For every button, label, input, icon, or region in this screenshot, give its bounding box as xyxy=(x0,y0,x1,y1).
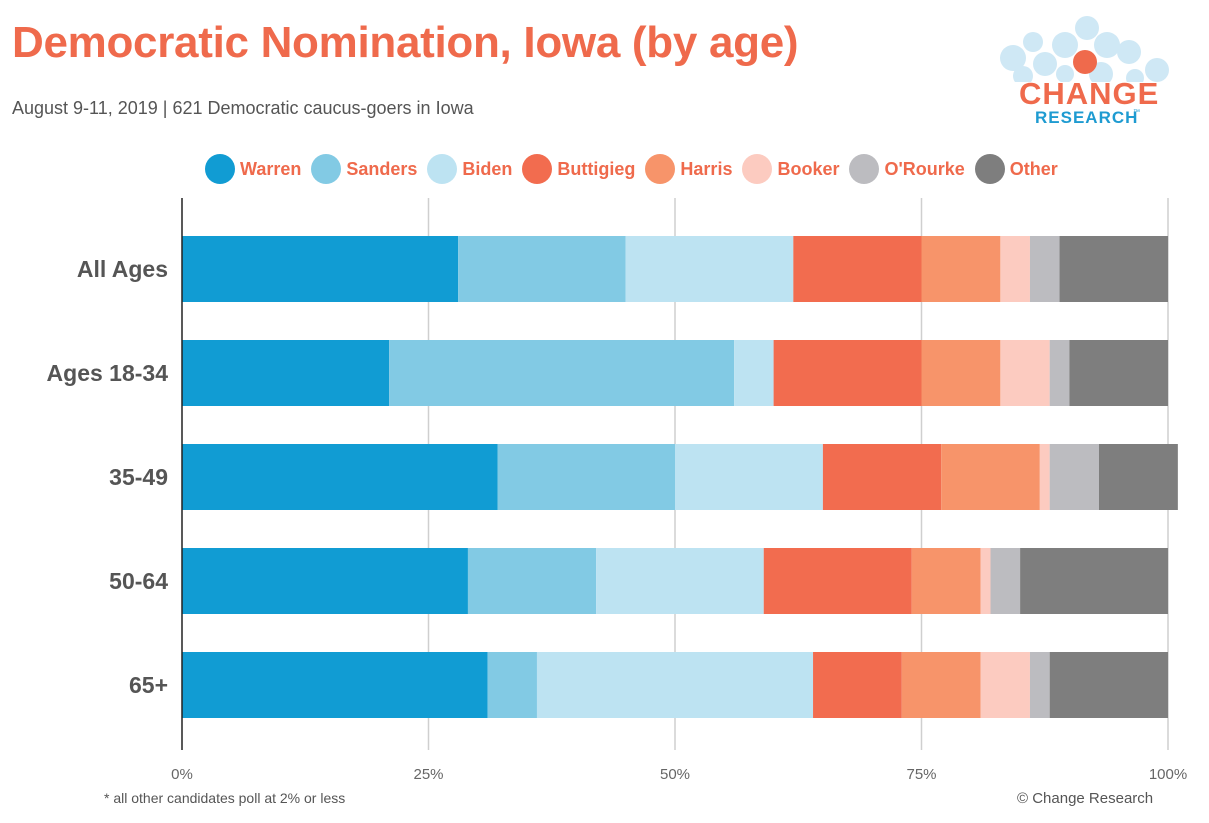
bar-ages-18-34-other xyxy=(1069,340,1168,406)
legend-label-other: Other xyxy=(1009,158,1058,179)
category-label: All Ages xyxy=(77,256,168,282)
bar-all-ages-warren xyxy=(182,236,459,302)
bar-35-49-biden xyxy=(675,444,823,510)
bar-50-64-buttigieg xyxy=(763,548,912,614)
bar-all-ages-biden xyxy=(625,236,794,302)
bar-35-49-booker xyxy=(1039,444,1050,510)
bar-65-harris xyxy=(901,652,981,718)
x-tick-label: 100% xyxy=(1149,766,1187,783)
bar-ages-18-34-warren xyxy=(182,340,390,406)
legend-item-warren: Warren xyxy=(205,154,301,184)
legend-swatch-booker xyxy=(742,154,773,184)
bar-50-64-o-rourke xyxy=(990,548,1021,614)
category-label: Ages 18-34 xyxy=(47,360,169,386)
legend-label-buttigieg: Buttigieg xyxy=(557,158,636,179)
legend-swatch-other xyxy=(974,154,1005,184)
bar-65-booker xyxy=(980,652,1030,718)
legend-label-booker: Booker xyxy=(777,158,840,179)
legend-swatch-biden xyxy=(427,154,458,184)
bar-50-64-warren xyxy=(182,548,468,614)
bar-65-o-rourke xyxy=(1029,652,1050,718)
legend-swatch-o-rourke xyxy=(849,154,880,184)
logo-trademark: ™ xyxy=(1133,109,1140,116)
chart-subtitle: August 9-11, 2019 | 621 Democratic caucu… xyxy=(12,98,474,118)
category-label: 50-64 xyxy=(109,568,168,594)
legend-label-o-rourke: O'Rourke xyxy=(884,158,965,179)
stacked-bar-chart: 0% 25% 50% 75% 100% All Ages Ages 18-34 35-49 50… xyxy=(47,198,1187,783)
bar-ages-18-34-booker xyxy=(1000,340,1050,406)
legend-item-sanders: Sanders xyxy=(311,154,417,184)
bar-all-ages-harris xyxy=(921,236,1001,302)
bar-50-64-other xyxy=(1020,548,1168,614)
bar-35-49-other xyxy=(1098,444,1178,510)
bar-65-other xyxy=(1049,652,1168,718)
bar-50-64-sanders xyxy=(467,548,597,614)
bar-35-49-buttigieg xyxy=(822,444,942,510)
legend-swatch-warren xyxy=(205,154,235,184)
legend-label-sanders: Sanders xyxy=(346,158,418,179)
logo-text-change: CHANGE xyxy=(1019,76,1160,111)
legend-swatch-buttigieg xyxy=(522,154,553,184)
chart-legend: Warren Sanders Biden Buttigieg Harris Booker O… xyxy=(205,152,1068,186)
legend-item-other: Other xyxy=(974,154,1058,184)
bar-ages-18-34-biden xyxy=(734,340,774,406)
x-tick-label: 25% xyxy=(413,766,443,783)
x-tick-label: 50% xyxy=(660,766,690,783)
bar-65-warren xyxy=(182,652,488,718)
bar-50-64-harris xyxy=(911,548,981,614)
bar-all-ages-booker xyxy=(1000,236,1030,302)
legend-item-buttigieg: Buttigieg xyxy=(522,154,635,184)
chart-title: Democratic Nomination, Iowa (by age) xyxy=(12,18,799,67)
legend-label-biden: Biden xyxy=(462,158,513,179)
legend-item-booker: Booker xyxy=(742,154,839,184)
bar-all-ages-buttigieg xyxy=(793,236,922,302)
chart-footnote: * all other candidates poll at 2% or les… xyxy=(104,790,346,806)
legend-label-harris: Harris xyxy=(680,158,733,179)
bar-35-49-sanders xyxy=(497,444,675,510)
bar-35-49-harris xyxy=(941,444,1040,510)
bar-ages-18-34-sanders xyxy=(389,340,735,406)
legend-swatch-sanders xyxy=(311,154,342,184)
bar-all-ages-other xyxy=(1059,236,1168,302)
logo-bubbles-icon xyxy=(1000,16,1169,82)
bar-50-64-biden xyxy=(596,548,764,614)
bar-35-49-o-rourke xyxy=(1049,444,1099,510)
x-tick-label: 0% xyxy=(171,766,193,783)
bar-ages-18-34-buttigieg xyxy=(773,340,922,406)
bar-65-biden xyxy=(536,652,814,718)
bar-50-64-booker xyxy=(980,548,991,614)
bar-all-ages-o-rourke xyxy=(1029,236,1060,302)
bar-35-49-warren xyxy=(182,444,498,510)
bar-65-sanders xyxy=(487,652,537,718)
bar-65-buttigieg xyxy=(813,652,902,718)
logo-text-research: RESEARCH xyxy=(1035,108,1139,127)
bar-ages-18-34-harris xyxy=(921,340,1001,406)
bar-ages-18-34-o-rourke xyxy=(1049,340,1070,406)
bar-all-ages-sanders xyxy=(458,236,626,302)
category-label: 35-49 xyxy=(109,464,168,490)
x-tick-label: 75% xyxy=(906,766,936,783)
copyright-notice: © Change Research xyxy=(1017,790,1154,807)
change-research-logo: CHANGE RESEARCH ™ xyxy=(993,12,1183,132)
legend-item-harris: Harris xyxy=(645,154,732,184)
legend-item-o-rourke: O'Rourke xyxy=(849,154,965,184)
legend-swatch-harris xyxy=(645,154,676,184)
category-label: 65+ xyxy=(129,672,168,698)
legend-item-biden: Biden xyxy=(427,154,512,184)
legend-label-warren: Warren xyxy=(240,158,302,179)
